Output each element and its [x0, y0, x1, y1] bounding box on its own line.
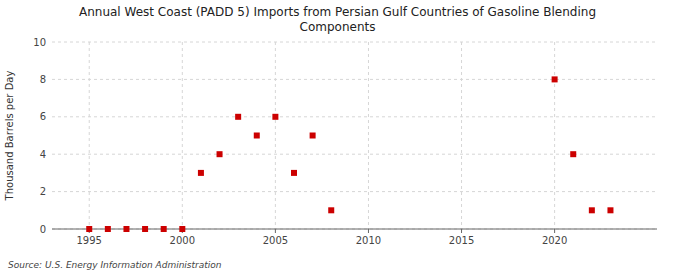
point [179, 226, 185, 232]
tick-label-x: 2020 [542, 235, 567, 246]
y-axis-label: Thousand Barrels per Day [4, 71, 15, 202]
tick-label-y: 10 [33, 37, 46, 48]
point [589, 207, 595, 213]
grid-line-y [52, 116, 657, 117]
tick-label-y: 8 [40, 74, 46, 85]
grid-line-x [461, 42, 462, 229]
annotation: Source: U.S. Energy Information Administ… [8, 260, 222, 270]
point [161, 226, 167, 232]
point [235, 114, 241, 120]
grid-line-x [182, 42, 183, 229]
tick-x [461, 229, 462, 233]
background [0, 0, 675, 275]
tick-label-y: 0 [40, 224, 46, 235]
tick-label-x: 2010 [356, 235, 381, 246]
point [607, 207, 613, 213]
chart: Annual West Coast (PADD 5) Imports from … [0, 0, 675, 275]
grid-line-x [554, 42, 555, 229]
grid-line-x [368, 42, 369, 229]
point [552, 76, 558, 82]
tick-x [554, 229, 555, 233]
grid-line-y [52, 42, 657, 43]
grid-line-x [275, 42, 276, 229]
point [310, 133, 316, 139]
grid-line-y [52, 79, 657, 80]
point [198, 170, 204, 176]
point [291, 170, 297, 176]
tick-label-y: 6 [40, 111, 46, 122]
title-line: Components [300, 20, 376, 34]
point [570, 151, 576, 157]
tick-x [368, 229, 369, 233]
tick-label-x: 2005 [263, 235, 288, 246]
point [272, 114, 278, 120]
point [217, 151, 223, 157]
grid-line-x [89, 42, 90, 229]
title: Annual West Coast (PADD 5) Imports from … [79, 5, 596, 34]
tick-label-x: 1995 [77, 235, 102, 246]
tick-label-x: 2000 [170, 235, 195, 246]
point [328, 207, 334, 213]
tick-label-x: 2015 [449, 235, 474, 246]
point [105, 226, 111, 232]
points [86, 76, 613, 232]
point [254, 133, 260, 139]
title-line: Annual West Coast (PADD 5) Imports from … [79, 5, 596, 19]
grid-line-y [52, 191, 657, 192]
tick-label-y: 4 [40, 149, 46, 160]
point [123, 226, 129, 232]
grid-line-y [52, 154, 657, 155]
tick-label-y: 2 [40, 186, 46, 197]
tick-x [275, 229, 276, 233]
grid [52, 42, 657, 229]
point [142, 226, 148, 232]
point [86, 226, 92, 232]
